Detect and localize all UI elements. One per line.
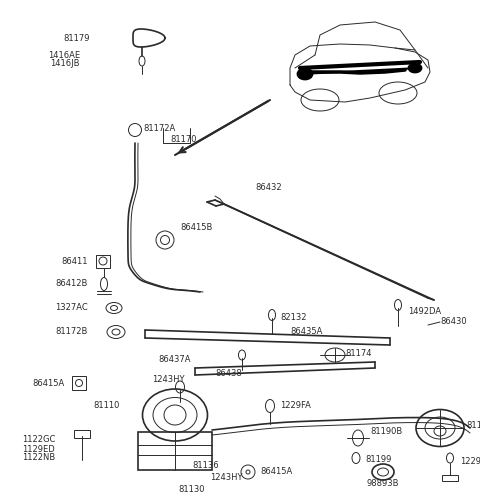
Text: 81180: 81180 bbox=[466, 420, 480, 429]
Text: 81174: 81174 bbox=[345, 349, 372, 358]
Bar bbox=[96, 255, 110, 268]
Ellipse shape bbox=[298, 69, 312, 79]
Text: 81170: 81170 bbox=[170, 135, 196, 144]
Text: 1492DA: 1492DA bbox=[408, 308, 441, 317]
Bar bbox=[138, 432, 212, 470]
Text: 1416JB: 1416JB bbox=[50, 59, 80, 68]
Text: 81172A: 81172A bbox=[143, 124, 175, 132]
Bar bbox=[74, 430, 90, 438]
Bar bbox=[72, 376, 86, 390]
Text: 1416AE: 1416AE bbox=[48, 51, 80, 60]
Text: 82132: 82132 bbox=[280, 314, 307, 323]
Text: 81199: 81199 bbox=[365, 455, 391, 464]
Text: 86415A: 86415A bbox=[260, 467, 292, 476]
Text: 1229FA: 1229FA bbox=[280, 401, 311, 410]
Text: 1243HY: 1243HY bbox=[152, 376, 184, 384]
Text: 86411: 86411 bbox=[61, 258, 88, 267]
Text: 86437A: 86437A bbox=[158, 356, 191, 365]
Bar bbox=[442, 475, 458, 481]
Text: 1243HY: 1243HY bbox=[210, 473, 242, 482]
Text: 1122NB: 1122NB bbox=[22, 453, 55, 462]
Ellipse shape bbox=[409, 64, 421, 72]
Text: 98893B: 98893B bbox=[367, 478, 399, 487]
Text: 86430: 86430 bbox=[440, 318, 467, 327]
Text: 86438: 86438 bbox=[215, 369, 242, 377]
Text: 1327AC: 1327AC bbox=[55, 304, 88, 313]
Text: 1122GC: 1122GC bbox=[22, 435, 55, 444]
Text: 86435A: 86435A bbox=[290, 328, 323, 337]
Text: 81130: 81130 bbox=[178, 485, 204, 494]
Text: 1129ED: 1129ED bbox=[22, 444, 55, 453]
Text: 81190B: 81190B bbox=[370, 427, 402, 436]
Text: 81179: 81179 bbox=[63, 34, 90, 43]
Text: 1229DK: 1229DK bbox=[460, 457, 480, 466]
Text: 81110: 81110 bbox=[94, 400, 120, 409]
Text: 86432: 86432 bbox=[255, 183, 282, 192]
Text: 86412B: 86412B bbox=[56, 279, 88, 288]
Text: 86415B: 86415B bbox=[180, 223, 212, 232]
Text: 81172B: 81172B bbox=[56, 328, 88, 337]
Text: 81136: 81136 bbox=[192, 460, 218, 469]
Text: 86415A: 86415A bbox=[33, 378, 65, 387]
